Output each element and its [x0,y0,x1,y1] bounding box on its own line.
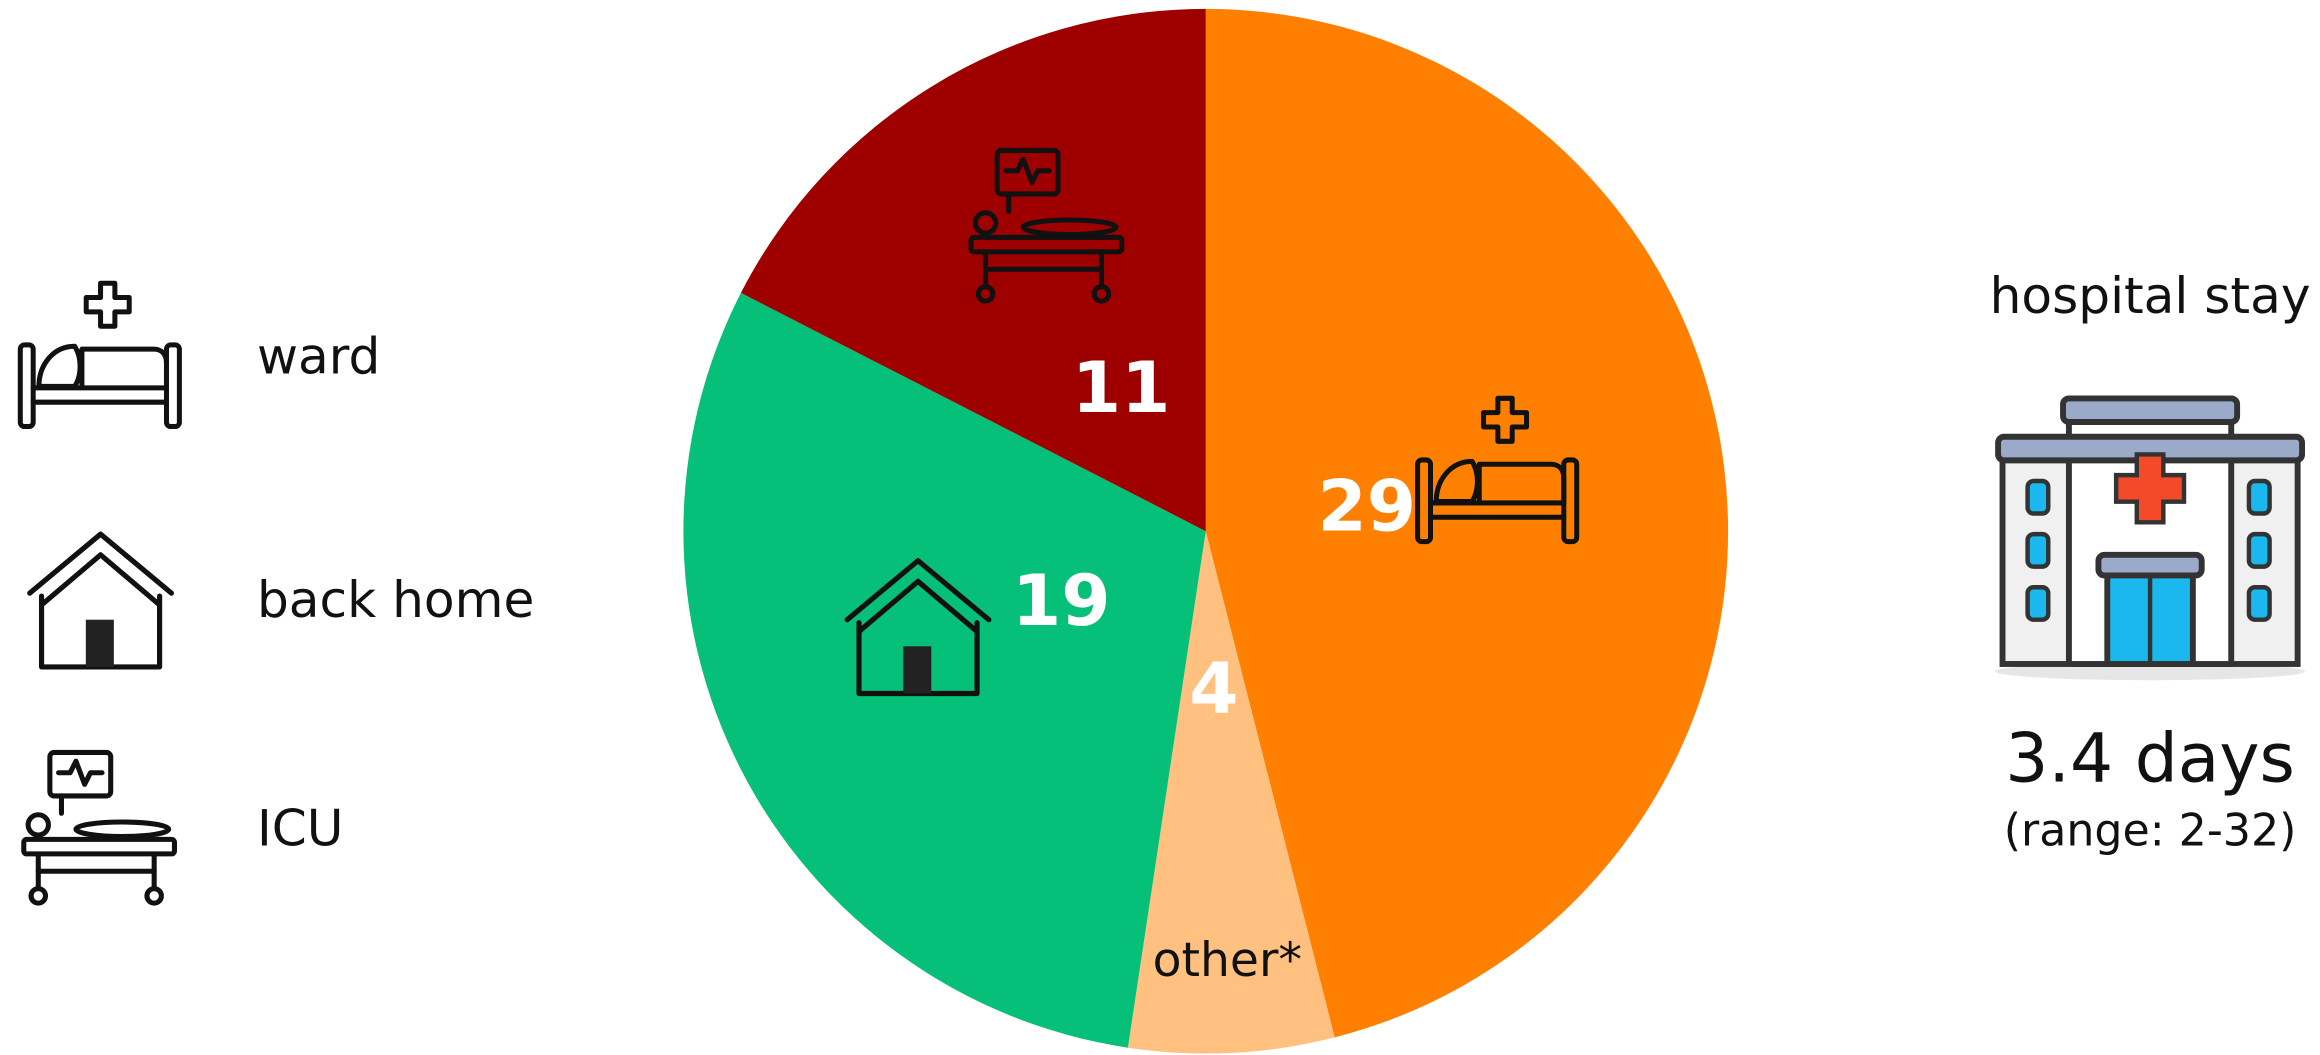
data-label: 29 [1318,465,1417,548]
hospital-icon [1995,395,2306,681]
panel-value: 3.4 days [2005,719,2295,798]
ward-legend-icon [20,283,179,426]
panel-title: hospital stay [1990,266,2311,325]
data-label: 11 [1072,346,1171,429]
pie-slice [683,292,1206,1048]
home-legend-icon [30,534,172,667]
panel-range: (range: 2-32) [2004,806,2297,857]
legend-label: ICU [257,799,344,858]
pie [683,8,1729,1054]
pie-slice [1205,8,1729,1038]
legend-label: ward [257,327,380,386]
slice-label: other* [1153,933,1302,988]
data-label: 19 [1012,559,1111,642]
pie-slice [740,8,1206,532]
icu-legend-icon [24,752,175,903]
data-label: 4 [1189,647,1238,730]
legend-label: back home [257,570,534,629]
pie-slice [1127,531,1335,1054]
